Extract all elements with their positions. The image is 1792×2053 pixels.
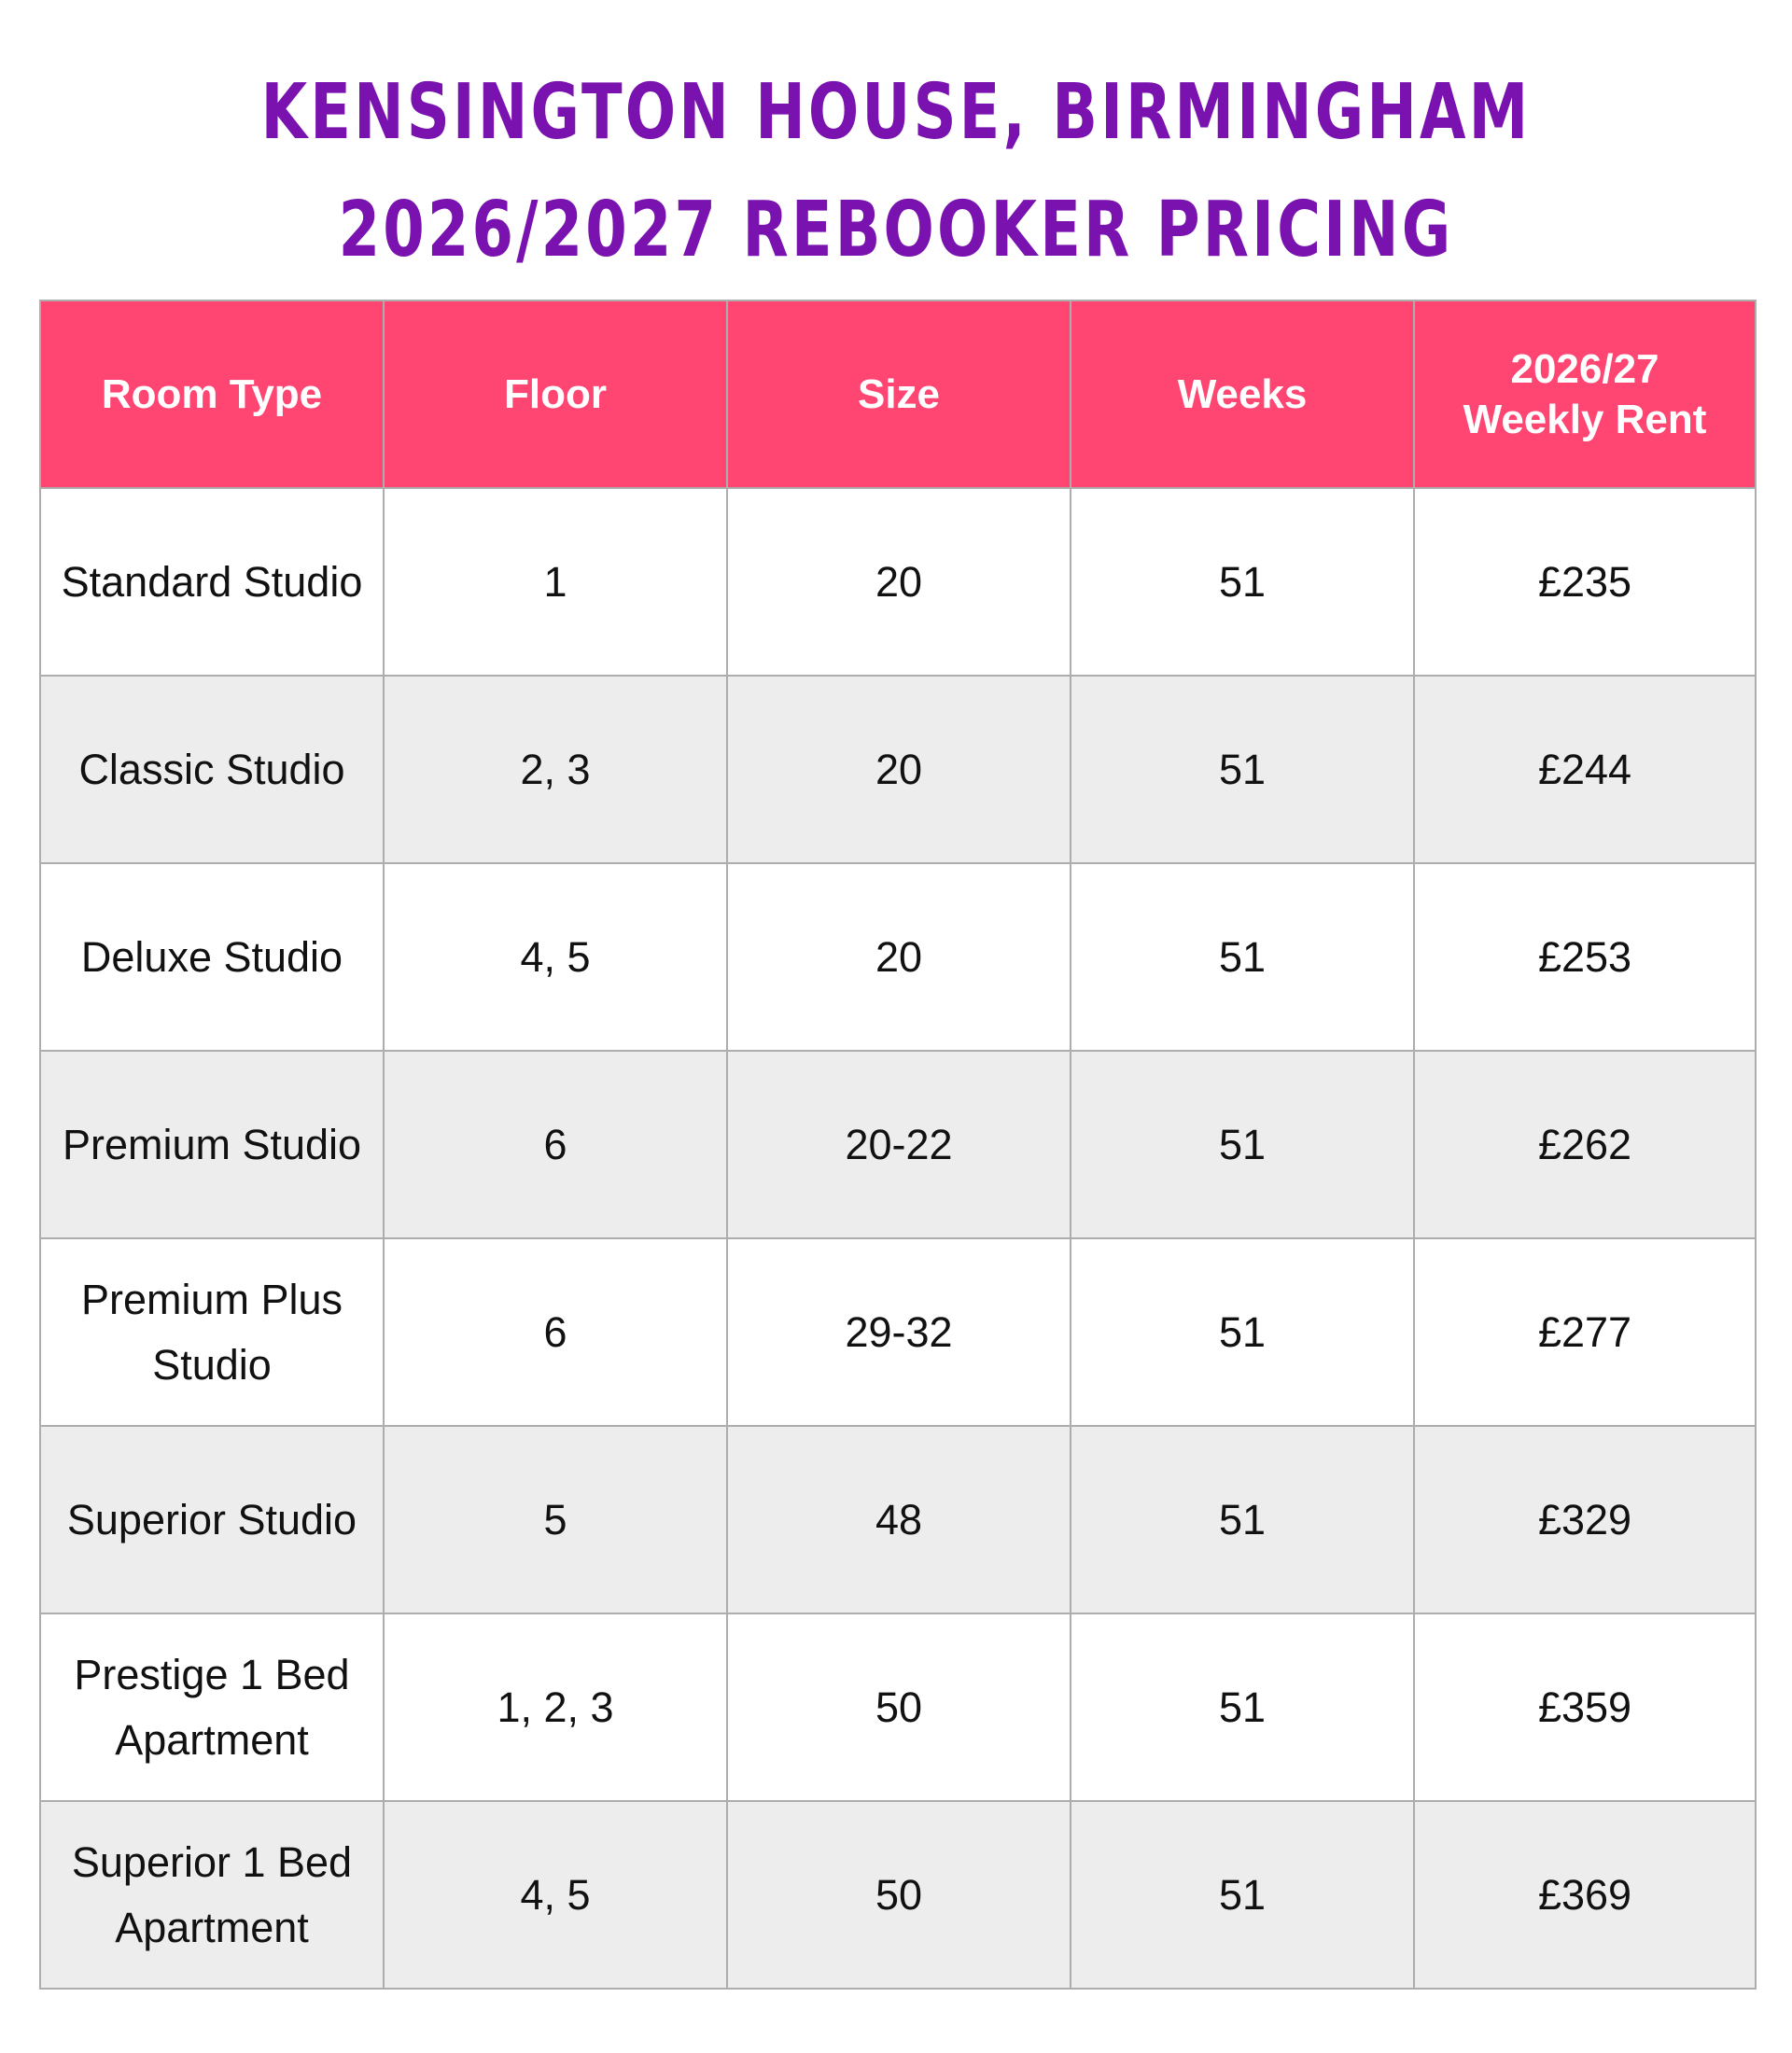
table-row: Premium Studio 6 20-22 51 £262 (39, 1050, 1757, 1239)
cell-weeks: 51 (1070, 862, 1415, 1052)
header-floor: Floor (383, 300, 728, 489)
cell-room-type: Premium Studio (39, 1050, 385, 1239)
cell-weeks: 51 (1070, 1613, 1415, 1802)
pricing-table: Room Type Floor Size Weeks 2026/27 Weekl… (39, 300, 1757, 1990)
header-room-type: Room Type (39, 300, 385, 489)
cell-weekly-rent: £277 (1413, 1237, 1757, 1427)
cell-weeks: 51 (1070, 1425, 1415, 1614)
cell-room-type: Standard Studio (39, 487, 385, 677)
cell-floor: 5 (383, 1425, 728, 1614)
cell-size: 20 (726, 487, 1071, 677)
table-row: Deluxe Studio 4, 5 20 51 £253 (39, 862, 1757, 1052)
cell-weekly-rent: £369 (1413, 1800, 1757, 1990)
header-weeks: Weeks (1070, 300, 1415, 489)
cell-weeks: 51 (1070, 1800, 1415, 1990)
cell-room-type: Prestige 1 Bed Apartment (39, 1613, 385, 1802)
cell-weeks: 51 (1070, 1237, 1415, 1427)
cell-weekly-rent: £253 (1413, 862, 1757, 1052)
header-size: Size (726, 300, 1071, 489)
header-row: Room Type Floor Size Weeks 2026/27 Weekl… (39, 300, 1757, 489)
cell-floor: 2, 3 (383, 675, 728, 864)
table-row: Superior Studio 5 48 51 £329 (39, 1425, 1757, 1614)
table-body: Standard Studio 1 20 51 £235 Classic Stu… (39, 487, 1757, 1990)
cell-size: 20 (726, 862, 1071, 1052)
cell-weeks: 51 (1070, 487, 1415, 677)
cell-room-type: Superior 1 Bed Apartment (39, 1800, 385, 1990)
cell-size: 50 (726, 1613, 1071, 1802)
header-weekly-rent: 2026/27 Weekly Rent (1413, 300, 1757, 489)
cell-weekly-rent: £359 (1413, 1613, 1757, 1802)
cell-floor: 1 (383, 487, 728, 677)
cell-floor: 4, 5 (383, 862, 728, 1052)
cell-weeks: 51 (1070, 1050, 1415, 1239)
table-header: Room Type Floor Size Weeks 2026/27 Weekl… (39, 300, 1757, 489)
cell-weekly-rent: £244 (1413, 675, 1757, 864)
cell-weekly-rent: £262 (1413, 1050, 1757, 1239)
title-line-1: Kensington House, Birmingham (260, 68, 1532, 157)
cell-size: 29-32 (726, 1237, 1071, 1427)
cell-room-type: Deluxe Studio (39, 862, 385, 1052)
cell-size: 20-22 (726, 1050, 1071, 1239)
table-row: Classic Studio 2, 3 20 51 £244 (39, 675, 1757, 864)
cell-floor: 6 (383, 1237, 728, 1427)
page-title: Kensington House, Birmingham 2026/2027 R… (0, 54, 1792, 289)
cell-weekly-rent: £235 (1413, 487, 1757, 677)
cell-room-type: Superior Studio (39, 1425, 385, 1614)
cell-weekly-rent: £329 (1413, 1425, 1757, 1614)
title-line-2: 2026/2027 Rebooker Pricing (338, 186, 1454, 274)
cell-floor: 4, 5 (383, 1800, 728, 1990)
cell-size: 48 (726, 1425, 1071, 1614)
table-row: Standard Studio 1 20 51 £235 (39, 487, 1757, 677)
cell-room-type: Classic Studio (39, 675, 385, 864)
cell-room-type: Premium Plus Studio (39, 1237, 385, 1427)
cell-floor: 6 (383, 1050, 728, 1239)
cell-floor: 1, 2, 3 (383, 1613, 728, 1802)
table-row: Premium Plus Studio 6 29-32 51 £277 (39, 1237, 1757, 1427)
cell-size: 20 (726, 675, 1071, 864)
table-row: Superior 1 Bed Apartment 4, 5 50 51 £369 (39, 1800, 1757, 1990)
cell-size: 50 (726, 1800, 1071, 1990)
cell-weeks: 51 (1070, 675, 1415, 864)
table-row: Prestige 1 Bed Apartment 1, 2, 3 50 51 £… (39, 1613, 1757, 1802)
